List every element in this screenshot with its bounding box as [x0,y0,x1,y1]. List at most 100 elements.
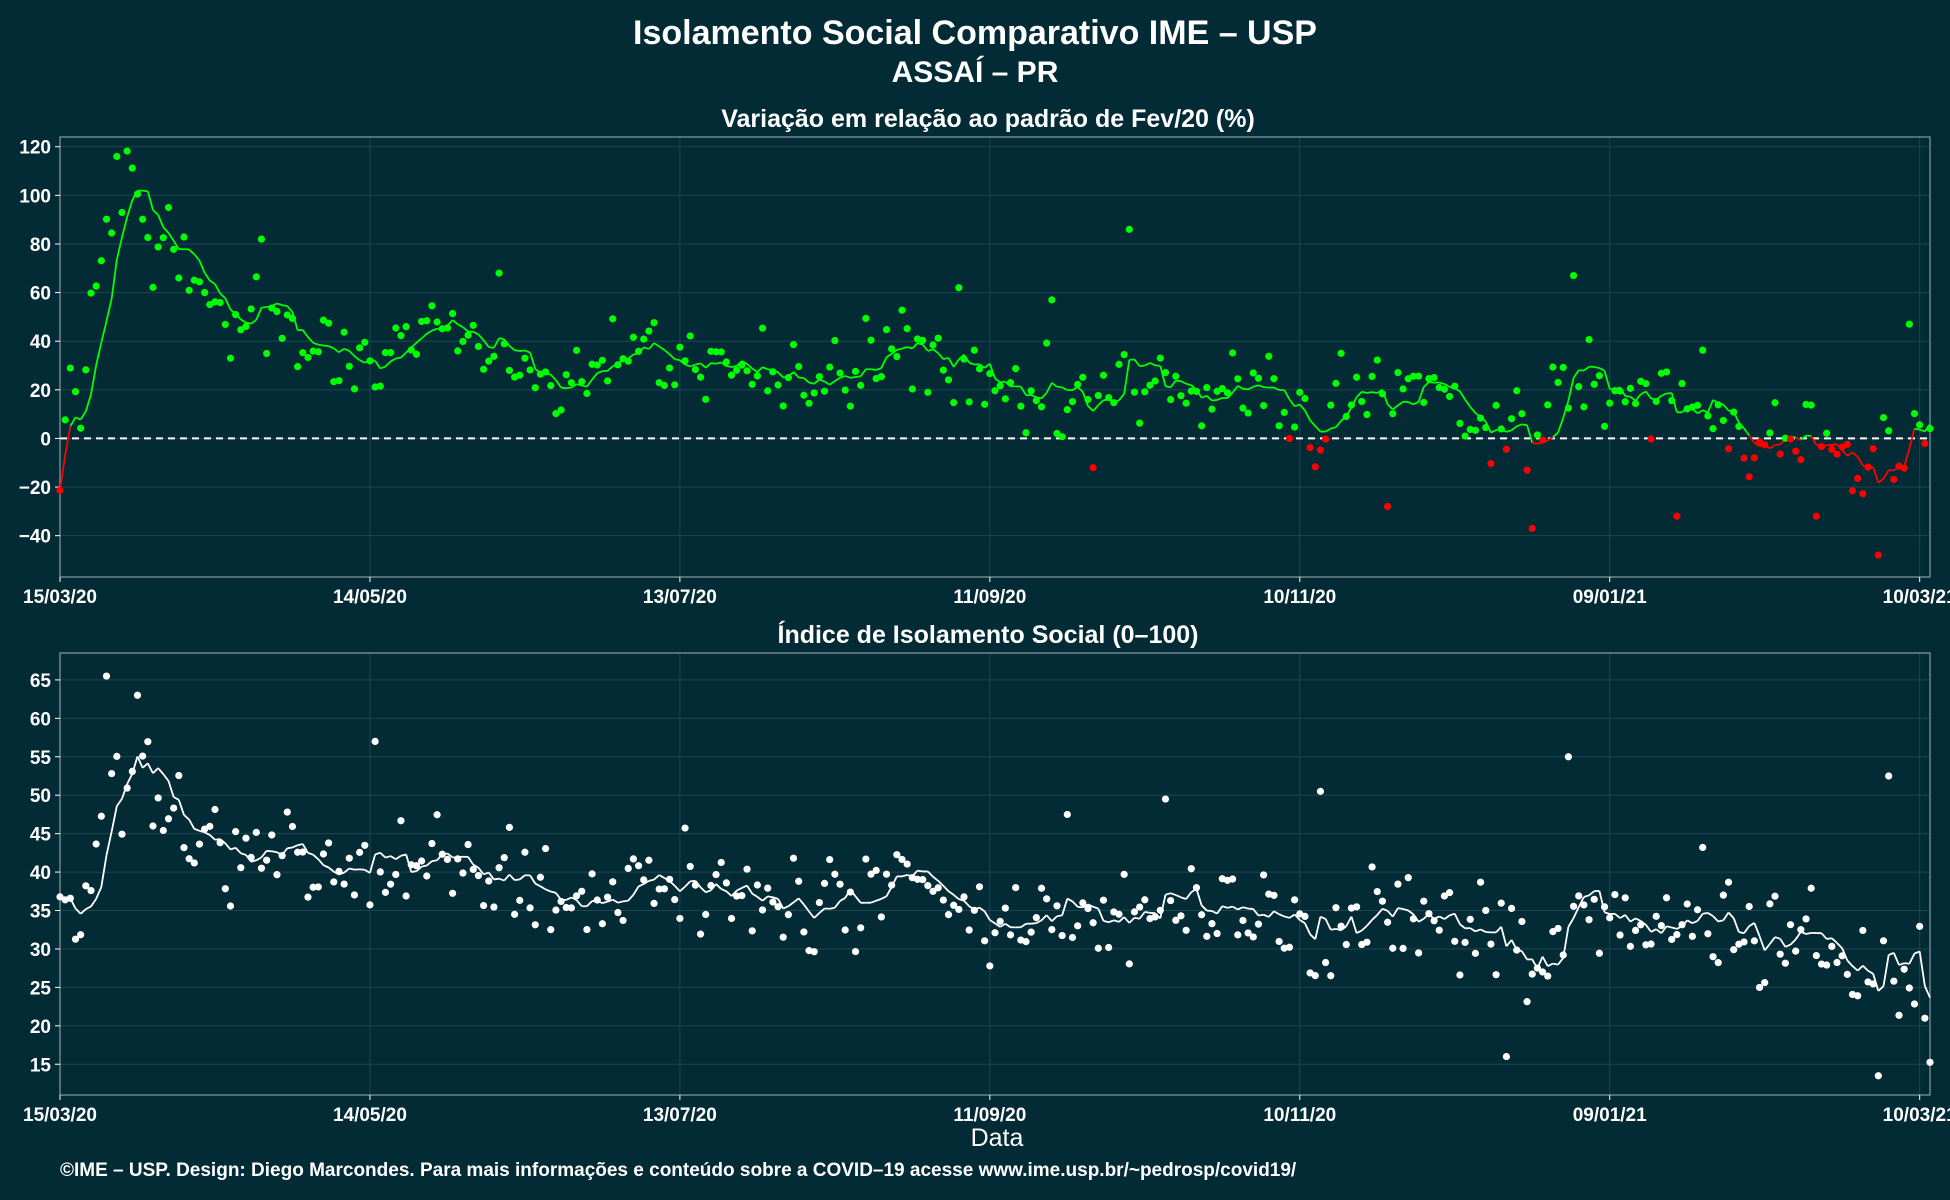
trend-segment [1051,382,1058,388]
data-point [376,382,384,390]
trend-segment [632,885,640,896]
data-point [1151,913,1159,921]
data-point [1182,399,1190,407]
data-point [867,870,875,878]
trend-segment [1904,962,1910,965]
data-point [707,347,715,355]
data-point [1099,896,1108,904]
data-point [1022,938,1030,946]
data-point [1688,932,1696,940]
data-point [1683,900,1691,908]
y-tick-label: 0 [40,429,51,450]
data-point [1709,425,1717,433]
trend-segment [1697,409,1704,415]
data-point [387,349,395,357]
trend-segment [472,863,479,869]
data-point [350,385,359,393]
trend-segment [947,890,955,896]
data-point [578,887,586,895]
data-point [319,850,328,858]
data-point [1476,414,1485,422]
trend-segment [539,885,547,891]
data-point [1492,401,1500,409]
data-point [939,366,947,374]
trend-segment [1779,938,1787,948]
data-point [1337,922,1345,930]
data-point [283,808,291,816]
data-point [758,324,767,332]
trend-segment [488,872,495,880]
trend-segment [1526,425,1534,444]
trend-segment [1335,420,1342,428]
trend-segment [374,851,381,856]
data-point [722,879,730,887]
trend-segment [173,796,180,801]
data-point [180,233,188,241]
trend-segment [1030,394,1037,399]
trend-segment [348,350,356,357]
trend-segment [1077,905,1083,909]
trend-segment [983,910,991,921]
trend-segment [1031,922,1037,925]
trend-segment [1232,905,1239,911]
data-point [1554,924,1562,933]
trend-segment [312,854,319,860]
trend-segment [942,885,950,892]
trend-segment [1758,935,1766,951]
trend-segment [1443,383,1451,388]
trend-segment [508,345,516,351]
trend-segment [1020,923,1027,928]
plot-frame [59,652,1931,1096]
trend-segment [1557,417,1565,433]
data-point [102,672,111,680]
data-point [1027,928,1035,936]
data-point [1611,387,1619,395]
trend-segment [1035,919,1042,924]
trend-segment [452,319,459,325]
data-point [1926,1058,1934,1066]
data-point [226,902,235,910]
y-tick-label: 30 [30,940,51,961]
trend-segment [1299,919,1306,924]
data-point [474,871,483,880]
data-point [71,388,80,396]
trend-segment [1278,913,1285,918]
data-point [459,869,467,877]
data-point [1125,225,1133,233]
data-point [1094,391,1102,400]
data-point [1662,894,1671,902]
trend-segment [570,896,577,901]
trend-segment [1165,892,1171,896]
trend-segment [989,919,996,925]
data-point [1156,354,1164,362]
data-point [981,937,989,945]
trend-segment [555,379,562,389]
data-point [1420,398,1428,407]
trend-segment [349,867,355,871]
data-point [1750,937,1758,945]
trend-segment [328,345,335,350]
data-point [1177,912,1185,920]
data-point [919,336,927,344]
data-point [226,354,235,362]
data-point [764,884,772,892]
data-point [1409,915,1418,923]
data-point [815,898,823,907]
trend-segment [622,899,629,903]
trend-segment [493,337,500,349]
data-point [1043,895,1051,903]
trend-segment [720,888,727,893]
trend-segment [689,363,696,368]
trend-segment [90,365,98,395]
data-point [836,880,844,888]
data-point [309,883,317,891]
data-point [350,891,359,899]
trend-segment [318,343,324,347]
data-point [1285,943,1294,951]
data-point [1544,972,1552,980]
data-point [1425,910,1433,918]
data-point [1812,951,1820,960]
data-point [1730,946,1738,954]
trend-segment [1020,386,1027,396]
